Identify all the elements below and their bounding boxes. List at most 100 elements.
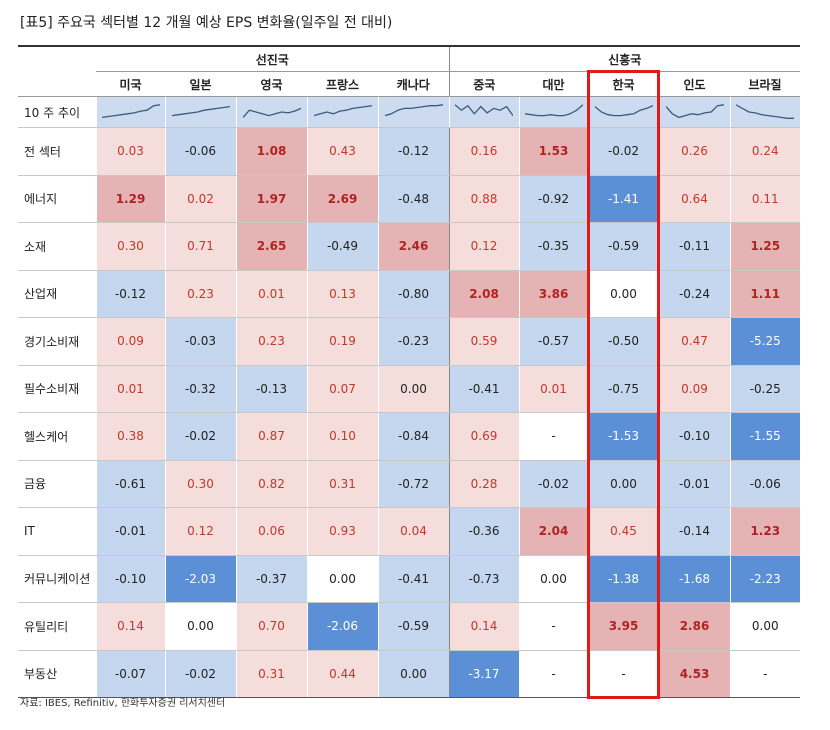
value-cell: -1.55: [729, 412, 800, 461]
source-note: 자료: IBES, Refinitiv, 한화투자증권 리서치센터: [20, 698, 226, 709]
table-title: [표5] 주요국 섹터별 12 개월 예상 EPS 변화율(일주일 전 대비): [20, 15, 393, 31]
sparkline-path: [736, 104, 795, 119]
value-cell: -0.92: [518, 175, 588, 223]
country-header: 프랑스: [307, 71, 378, 97]
table-row: 경기소비재 0.09 -0.03 0.23 0.19 -0.23 0.59 -0.57 -0.5…: [18, 317, 800, 366]
value-cell: -0.73: [448, 555, 519, 603]
value-cell: 0.02: [164, 175, 236, 223]
value-cell: 0.07: [306, 365, 378, 413]
sector-label: 에너지: [18, 175, 96, 223]
value-cell: 0.10: [306, 412, 378, 461]
table-row: 필수소비재 0.01 -0.32 -0.13 0.07 0.00 -0.41 0.01 -0.7…: [18, 365, 800, 413]
value-cell: -0.59: [587, 222, 659, 271]
value-cell: -0.10: [658, 412, 730, 461]
trend-cell: [306, 96, 378, 128]
value-cell: -0.06: [729, 460, 800, 508]
group-header-row: 선진국 신흥국: [18, 45, 800, 72]
value-cell: -0.72: [377, 460, 449, 508]
sector-label: 경기소비재: [18, 317, 96, 366]
sparkline-5: [455, 104, 513, 116]
sector-label: 소재: [18, 222, 96, 271]
value-cell: 0.09: [95, 317, 165, 366]
value-cell: -1.38: [587, 555, 659, 603]
value-cell: -2.06: [306, 602, 378, 651]
value-cell: 0.45: [587, 507, 659, 556]
value-cell: 1.53: [518, 127, 588, 176]
value-cell: 0.70: [235, 602, 307, 651]
value-cell: -0.24: [658, 270, 730, 318]
value-cell: -0.25: [729, 365, 800, 413]
value-cell: -0.14: [658, 507, 730, 556]
group-emerging: 신흥국: [448, 45, 800, 72]
value-cell: 1.97: [235, 175, 307, 223]
value-cell: -0.11: [658, 222, 730, 271]
country-header: 일본: [165, 71, 236, 97]
value-cell: 0.87: [235, 412, 307, 461]
value-cell: 4.53: [658, 650, 730, 698]
value-cell: -0.48: [377, 175, 449, 223]
value-cell: -0.02: [164, 650, 236, 698]
value-cell: -0.07: [95, 650, 165, 698]
value-cell: 0.31: [306, 460, 378, 508]
value-cell: 0.47: [658, 317, 730, 366]
value-cell: -0.02: [164, 412, 236, 461]
value-cell: 0.09: [658, 365, 730, 413]
sparkline-9: [736, 104, 795, 119]
sparkline-path: [384, 104, 443, 117]
value-cell: -0.84: [377, 412, 449, 461]
value-cell: 0.38: [95, 412, 165, 461]
table-row: 헬스케어 0.38 -0.02 0.87 0.10 -0.84 0.69- -1.53 -0.1…: [18, 412, 800, 461]
value-cell: -0.35: [518, 222, 588, 271]
country-header: 대만: [519, 71, 588, 97]
sparkline-path: [313, 105, 372, 117]
sparkline-1: [171, 105, 230, 117]
value-cell: 0.88: [448, 175, 519, 223]
value-cell: -0.13: [235, 365, 307, 413]
value-cell: 0.16: [448, 127, 519, 176]
country-header: 미국: [96, 71, 165, 97]
value-cell: 0.24: [729, 127, 800, 176]
value-cell: 1.25: [729, 222, 800, 271]
value-cell: -0.12: [377, 127, 449, 176]
value-cell: -: [587, 650, 659, 698]
value-cell: -0.01: [658, 460, 730, 508]
value-cell: 0.19: [306, 317, 378, 366]
value-cell: 3.86: [518, 270, 588, 318]
value-cell: 0.00: [729, 602, 800, 651]
trend-cell: [95, 96, 165, 128]
value-cell: 0.14: [95, 602, 165, 651]
value-cell: 1.11: [729, 270, 800, 318]
trend-cell: [729, 96, 800, 128]
sparkline-6: [524, 104, 583, 117]
sparkline-8: [665, 104, 724, 119]
value-cell: 0.69: [448, 412, 519, 461]
value-cell: 0.26: [658, 127, 730, 176]
value-cell: -0.37: [235, 555, 307, 603]
sparkline-path: [171, 105, 230, 117]
table-row: IT -0.01 0.12 0.06 0.93 0.04 -0.36 2.04 0.45 -0.1…: [18, 507, 800, 556]
value-cell: -: [518, 602, 588, 651]
table-row: 금융 -0.61 0.30 0.82 0.31 -0.72 0.28 -0.02 0.00 -0.…: [18, 460, 800, 508]
value-cell: -0.12: [95, 270, 165, 318]
value-cell: -0.50: [587, 317, 659, 366]
value-cell: 0.43: [306, 127, 378, 176]
value-cell: 0.30: [164, 460, 236, 508]
trend-cell: [377, 96, 449, 128]
trend-cell: [164, 96, 236, 128]
sparkline-path: [524, 104, 583, 117]
sector-label: 유틸리티: [18, 602, 96, 651]
value-cell: 1.08: [235, 127, 307, 176]
value-cell: -2.23: [729, 555, 800, 603]
value-cell: -5.25: [729, 317, 800, 366]
value-cell: -3.17: [448, 650, 519, 698]
trend-cell: [587, 96, 659, 128]
sector-label: 커뮤니케이션: [18, 555, 96, 603]
table-row: 커뮤니케이션 -0.10 -2.03 -0.37 0.00 -0.41 -0.73 0.00-…: [18, 555, 800, 603]
value-cell: -: [729, 650, 800, 698]
table-row: 부동산 -0.07 -0.02 0.31 0.44 0.00 -3.17- -4.53-: [18, 650, 800, 698]
value-cell: 0.01: [95, 365, 165, 413]
sector-label: 금융: [18, 460, 96, 508]
value-cell: -0.59: [377, 602, 449, 651]
sparkline-path: [242, 107, 301, 118]
value-cell: 0.31: [235, 650, 307, 698]
